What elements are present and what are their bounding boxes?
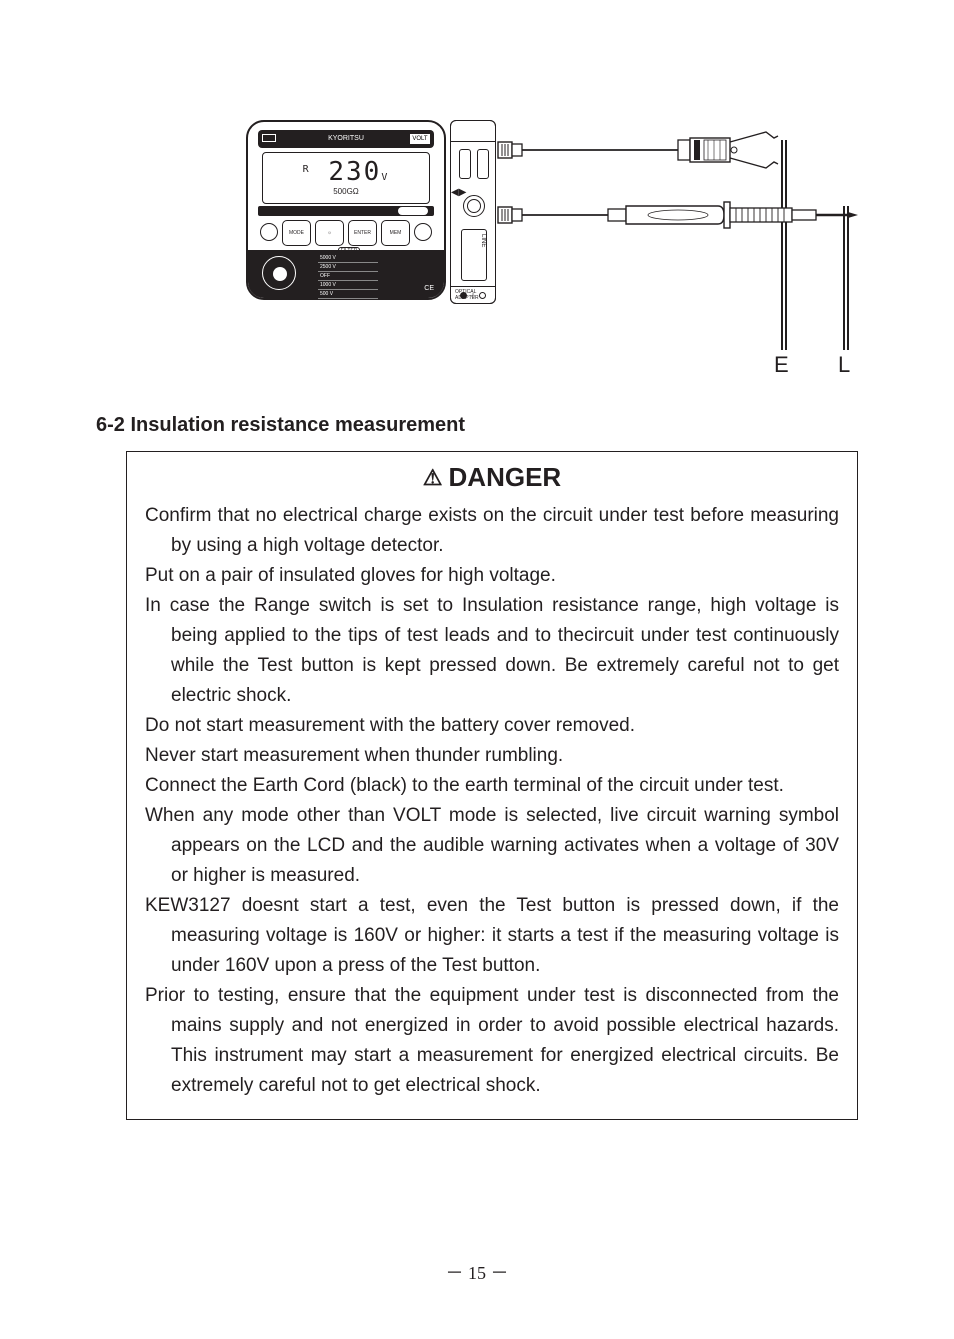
danger-item-list: Confirm that no electrical charge exists… (145, 501, 839, 1101)
device-btn-right (414, 223, 432, 241)
adapter-line-label: LINE (462, 230, 486, 247)
danger-item: Connect the Earth Cord (black) to the ea… (145, 771, 839, 801)
device-btn-light: ☼ (315, 220, 344, 246)
danger-box: ⚠DANGER Confirm that no electrical charg… (126, 451, 858, 1120)
device-model-strip (258, 206, 434, 216)
device-lcd: R 230V 500GΩ (262, 152, 430, 204)
range-row: OFF (318, 272, 378, 281)
device-button-row: MODE ☼ ENTER MEM (260, 220, 432, 246)
danger-item: Put on a pair of insulated gloves for hi… (145, 561, 839, 591)
range-row: 1000 V (318, 281, 378, 290)
battery-icon (262, 134, 276, 142)
lcd-unit: V (381, 172, 389, 183)
section-heading: 6-2 Insulation resistance measurement (96, 414, 858, 437)
adapter-arrows-icon: ◀▶ (451, 187, 466, 198)
danger-item: KEW3127 doesnt start a test, even the Te… (145, 891, 839, 981)
device-btn-enter: ENTER (348, 220, 377, 246)
voltage-range-table: 5000 V 2500 V OFF 1000 V 500 V (318, 254, 378, 299)
rotary-switch-icon (262, 256, 296, 290)
danger-item: Confirm that no electrical charge exists… (145, 501, 839, 561)
adapter-connector-icon (463, 195, 485, 217)
range-row: 500 V (318, 290, 378, 299)
insulation-tester-device: KYORITSU VOLT R 230V 500GΩ MODE ☼ ENTER (246, 120, 446, 300)
danger-item: When any mode other than VOLT mode is se… (145, 801, 839, 891)
device-bottom-panel: 5000 V 2500 V OFF 1000 V 500 V CE (248, 250, 444, 298)
adapter-slot-icon (477, 149, 489, 179)
page-number: － 15 － (0, 1259, 954, 1285)
device-btn-mode: MODE (282, 220, 311, 246)
warning-triangle-icon: ⚠ (423, 465, 443, 490)
danger-title: ⚠DANGER (145, 462, 839, 493)
range-row: 5000 V (318, 254, 378, 263)
device-btn-mem: MEM (381, 220, 410, 246)
ce-mark: CE (424, 285, 434, 292)
probe-label-e: E (774, 352, 789, 378)
volt-badge: VOLT (410, 134, 430, 144)
lcd-sub-value: 500 (333, 187, 346, 196)
adapter-slot-icon (459, 149, 471, 179)
page-dash: － (446, 1263, 464, 1283)
danger-item: Prior to testing, ensure that the equipm… (145, 981, 839, 1101)
measurement-figure: KYORITSU VOLT R 230V 500GΩ MODE ☼ ENTER (96, 90, 858, 390)
page-dash: － (491, 1263, 509, 1283)
device-btn-left (260, 223, 278, 241)
range-row: 2500 V (318, 263, 378, 272)
device-brand-bar: KYORITSU VOLT (258, 130, 434, 148)
danger-item: Never start measurement when thunder rum… (145, 741, 839, 771)
probe-label-l: L (838, 352, 850, 378)
danger-item: In case the Range switch is set to Insul… (145, 591, 839, 711)
adapter-label: OPTICAL ADAPTER (455, 289, 495, 301)
earth-probe (498, 126, 808, 164)
line-probe (498, 196, 868, 234)
brand-label: KYORITSU (328, 135, 364, 142)
adapter-line-box: LINE (461, 229, 487, 281)
danger-title-text: DANGER (449, 462, 562, 492)
page-number-value: 15 (468, 1263, 486, 1283)
optical-adapter: ◀▶ LINE △ OPTICAL ADAPTER (450, 120, 496, 304)
lcd-sub-unit: GΩ (347, 187, 359, 196)
lcd-reading: 230 (328, 157, 381, 187)
danger-item: Do not start measurement with the batter… (145, 711, 839, 741)
